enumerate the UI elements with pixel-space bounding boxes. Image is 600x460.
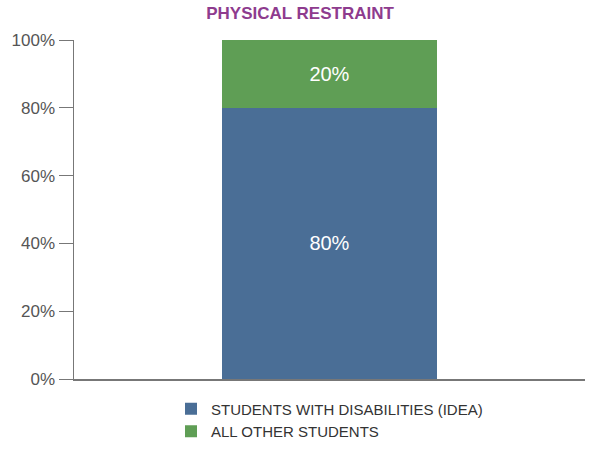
svg-text:PHYSICAL RESTRAINT: PHYSICAL RESTRAINT (206, 4, 394, 23)
svg-text:60%: 60% (21, 167, 55, 186)
svg-text:40%: 40% (21, 234, 55, 253)
svg-text:80%: 80% (21, 99, 55, 118)
svg-text:20%: 20% (21, 302, 55, 321)
svg-text:STUDENTS WITH DISABILITIES (ID: STUDENTS WITH DISABILITIES (IDEA) (211, 401, 483, 418)
svg-text:20%: 20% (309, 63, 349, 85)
svg-text:0%: 0% (31, 370, 56, 389)
svg-text:ALL OTHER STUDENTS: ALL OTHER STUDENTS (211, 423, 379, 440)
svg-text:100%: 100% (12, 31, 55, 50)
svg-text:80%: 80% (309, 232, 349, 254)
